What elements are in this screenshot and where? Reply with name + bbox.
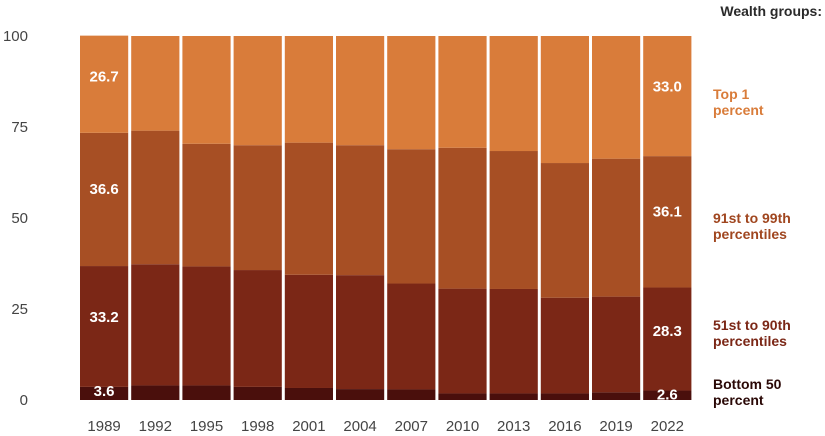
bar-2010-top-1-percent [438, 36, 487, 148]
data-label-2022-91st-to-99th-percentiles: 36.1 [653, 203, 682, 220]
bar-2007-bottom-50-percent [387, 389, 436, 400]
bar-2019-51st-to-90th-percentiles [592, 296, 641, 393]
bar-2004-51st-to-90th-percentiles [336, 275, 385, 390]
bar-2004-91st-to-99th-percentiles [336, 145, 385, 276]
legend-item-51st-to-90th-percentiles: 51st to 90th percentiles [713, 317, 791, 349]
x-tick-label-2013: 2013 [497, 418, 530, 435]
bar-2019-bottom-50-percent [592, 392, 641, 400]
y-tick-label-25: 25 [11, 301, 28, 318]
bar-1995-91st-to-99th-percentiles [182, 143, 231, 267]
bar-1992-bottom-50-percent [131, 385, 180, 400]
bar-1998-bottom-50-percent [233, 386, 282, 400]
bar-1995-top-1-percent [182, 36, 231, 144]
legend-title: Wealth groups: [720, 3, 822, 19]
x-tick-label-2007: 2007 [395, 418, 428, 435]
x-tick-label-2016: 2016 [548, 418, 581, 435]
bar-2007-top-1-percent [387, 36, 436, 150]
bar-1998-91st-to-99th-percentiles [233, 145, 282, 271]
y-axis: 0 25 50 75 100 [3, 28, 28, 409]
x-tick-label-2001: 2001 [292, 418, 325, 435]
legend: Wealth groups: Bottom 50 percent 51st to 9… [713, 3, 822, 408]
bar-2001-51st-to-90th-percentiles [284, 274, 333, 388]
data-label-1989-bottom-50-percent: 3.6 [94, 383, 115, 400]
bar-1995-51st-to-90th-percentiles [182, 266, 231, 386]
y-tick-label-100: 100 [3, 28, 28, 45]
x-tick-label-2004: 2004 [343, 418, 376, 435]
bar-2001-91st-to-99th-percentiles [284, 142, 333, 275]
bar-1989-91st-to-99th-percentiles [80, 132, 129, 267]
bar-2016-51st-to-90th-percentiles [540, 297, 589, 394]
bar-1998-51st-to-90th-percentiles [233, 270, 282, 387]
bar-2016-91st-to-99th-percentiles [540, 163, 589, 298]
x-tick-label-2022: 2022 [651, 418, 684, 435]
y-tick-label-75: 75 [11, 119, 28, 136]
bars [80, 35, 692, 400]
bar-2007-51st-to-90th-percentiles [387, 283, 436, 390]
bar-2004-bottom-50-percent [336, 389, 385, 400]
bar-1992-91st-to-99th-percentiles [131, 130, 180, 265]
bar-2022-91st-to-99th-percentiles [643, 156, 692, 288]
data-label-2022-top-1-percent: 33.0 [653, 78, 682, 95]
bar-2010-bottom-50-percent [438, 393, 487, 400]
bar-2013-bottom-50-percent [489, 393, 538, 400]
bar-1992-51st-to-90th-percentiles [131, 264, 180, 386]
x-tick-label-2010: 2010 [446, 418, 479, 435]
y-tick-label-50: 50 [11, 210, 28, 227]
bar-2001-bottom-50-percent [284, 387, 333, 400]
bar-2013-51st-to-90th-percentiles [489, 288, 538, 394]
bar-1989-top-1-percent [80, 35, 129, 133]
bar-2016-bottom-50-percent [540, 393, 589, 400]
data-label-1989-top-1-percent: 26.7 [89, 68, 118, 85]
data-labels: 3.6 33.2 36.6 26.7 2.6 28.3 36.1 33.0 [89, 68, 681, 403]
bar-2010-51st-to-90th-percentiles [438, 288, 487, 394]
legend-item-91st-to-99th-percentiles: 91st to 99th percentiles [713, 210, 791, 242]
data-label-1989-51st-to-90th-percentiles: 33.2 [89, 309, 118, 326]
bar-2022-bottom-50-percent [643, 390, 692, 400]
x-tick-label-1989: 1989 [87, 418, 120, 435]
bar-2022-51st-to-90th-percentiles [643, 287, 692, 391]
data-label-2022-51st-to-90th-percentiles: 28.3 [653, 323, 682, 340]
bar-2022-top-1-percent [643, 36, 692, 157]
x-tick-label-1998: 1998 [241, 418, 274, 435]
data-label-1989-91st-to-99th-percentiles: 36.6 [89, 181, 118, 198]
bar-1995-bottom-50-percent [182, 385, 231, 400]
bar-1992-top-1-percent [131, 36, 180, 131]
bar-2019-top-1-percent [592, 36, 641, 159]
bar-1989-51st-to-90th-percentiles [80, 266, 129, 387]
bar-2016-top-1-percent [540, 36, 589, 164]
legend-item-top-1-percent: Top 1 percent [713, 86, 764, 118]
x-tick-label-2019: 2019 [599, 418, 632, 435]
bar-2001-top-1-percent [284, 36, 333, 143]
bar-1989-bottom-50-percent [80, 386, 129, 400]
x-axis: 1989 1992 1995 1998 2001 2004 2007 2010 2013 2016… [87, 418, 684, 435]
bar-2019-91st-to-99th-percentiles [592, 158, 641, 297]
bar-1998-top-1-percent [233, 36, 282, 146]
bar-2010-91st-to-99th-percentiles [438, 147, 487, 289]
data-label-2022-bottom-50-percent: 2.6 [657, 387, 678, 404]
x-tick-label-1995: 1995 [190, 418, 223, 435]
y-tick-label-0: 0 [20, 392, 28, 409]
bar-2013-91st-to-99th-percentiles [489, 151, 538, 289]
bar-2013-top-1-percent [489, 36, 538, 152]
legend-item-bottom-50-percent: Bottom 50 percent [713, 376, 782, 408]
x-tick-label-1992: 1992 [139, 418, 172, 435]
bar-2004-top-1-percent [336, 36, 385, 146]
bar-2007-91st-to-99th-percentiles [387, 149, 436, 284]
